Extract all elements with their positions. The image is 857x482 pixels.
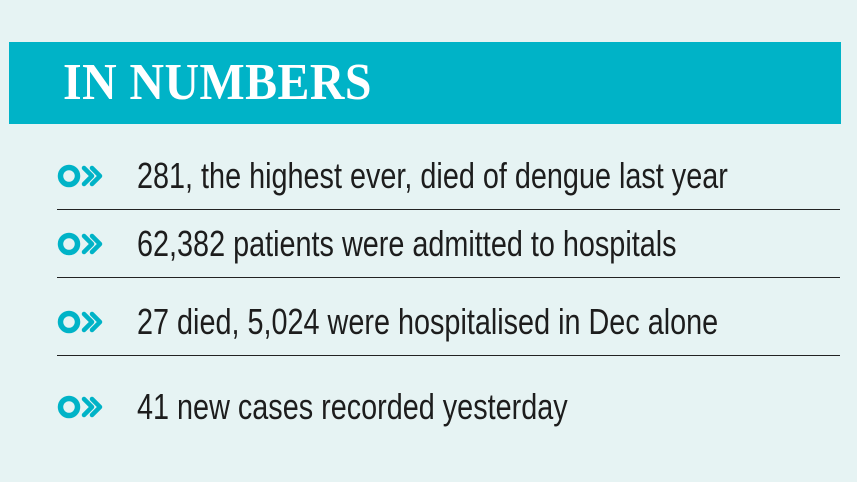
list-item-text: 27 died, 5,024 were hospitalised in Dec … — [137, 301, 719, 342]
list-item: 27 died, 5,024 were hospitalised in Dec … — [57, 289, 840, 356]
list-item-text: 281, the highest ever, died of dengue la… — [137, 155, 728, 196]
page-title: IN NUMBERS — [63, 54, 372, 111]
chevron-bullet-icon — [57, 310, 103, 334]
list-item-text: 62,382 patients were admitted to hospita… — [137, 223, 677, 264]
chevron-bullet-icon — [57, 232, 103, 256]
list-item: 62,382 patients were admitted to hospita… — [57, 211, 840, 278]
header-band: IN NUMBERS — [9, 42, 841, 124]
list-item: 281, the highest ever, died of dengue la… — [57, 143, 840, 210]
list-item-text: 41 new cases recorded yesterday — [137, 386, 568, 427]
list-item: 41 new cases recorded yesterday — [57, 374, 840, 440]
chevron-bullet-icon — [57, 164, 103, 188]
chevron-bullet-icon — [57, 395, 103, 419]
